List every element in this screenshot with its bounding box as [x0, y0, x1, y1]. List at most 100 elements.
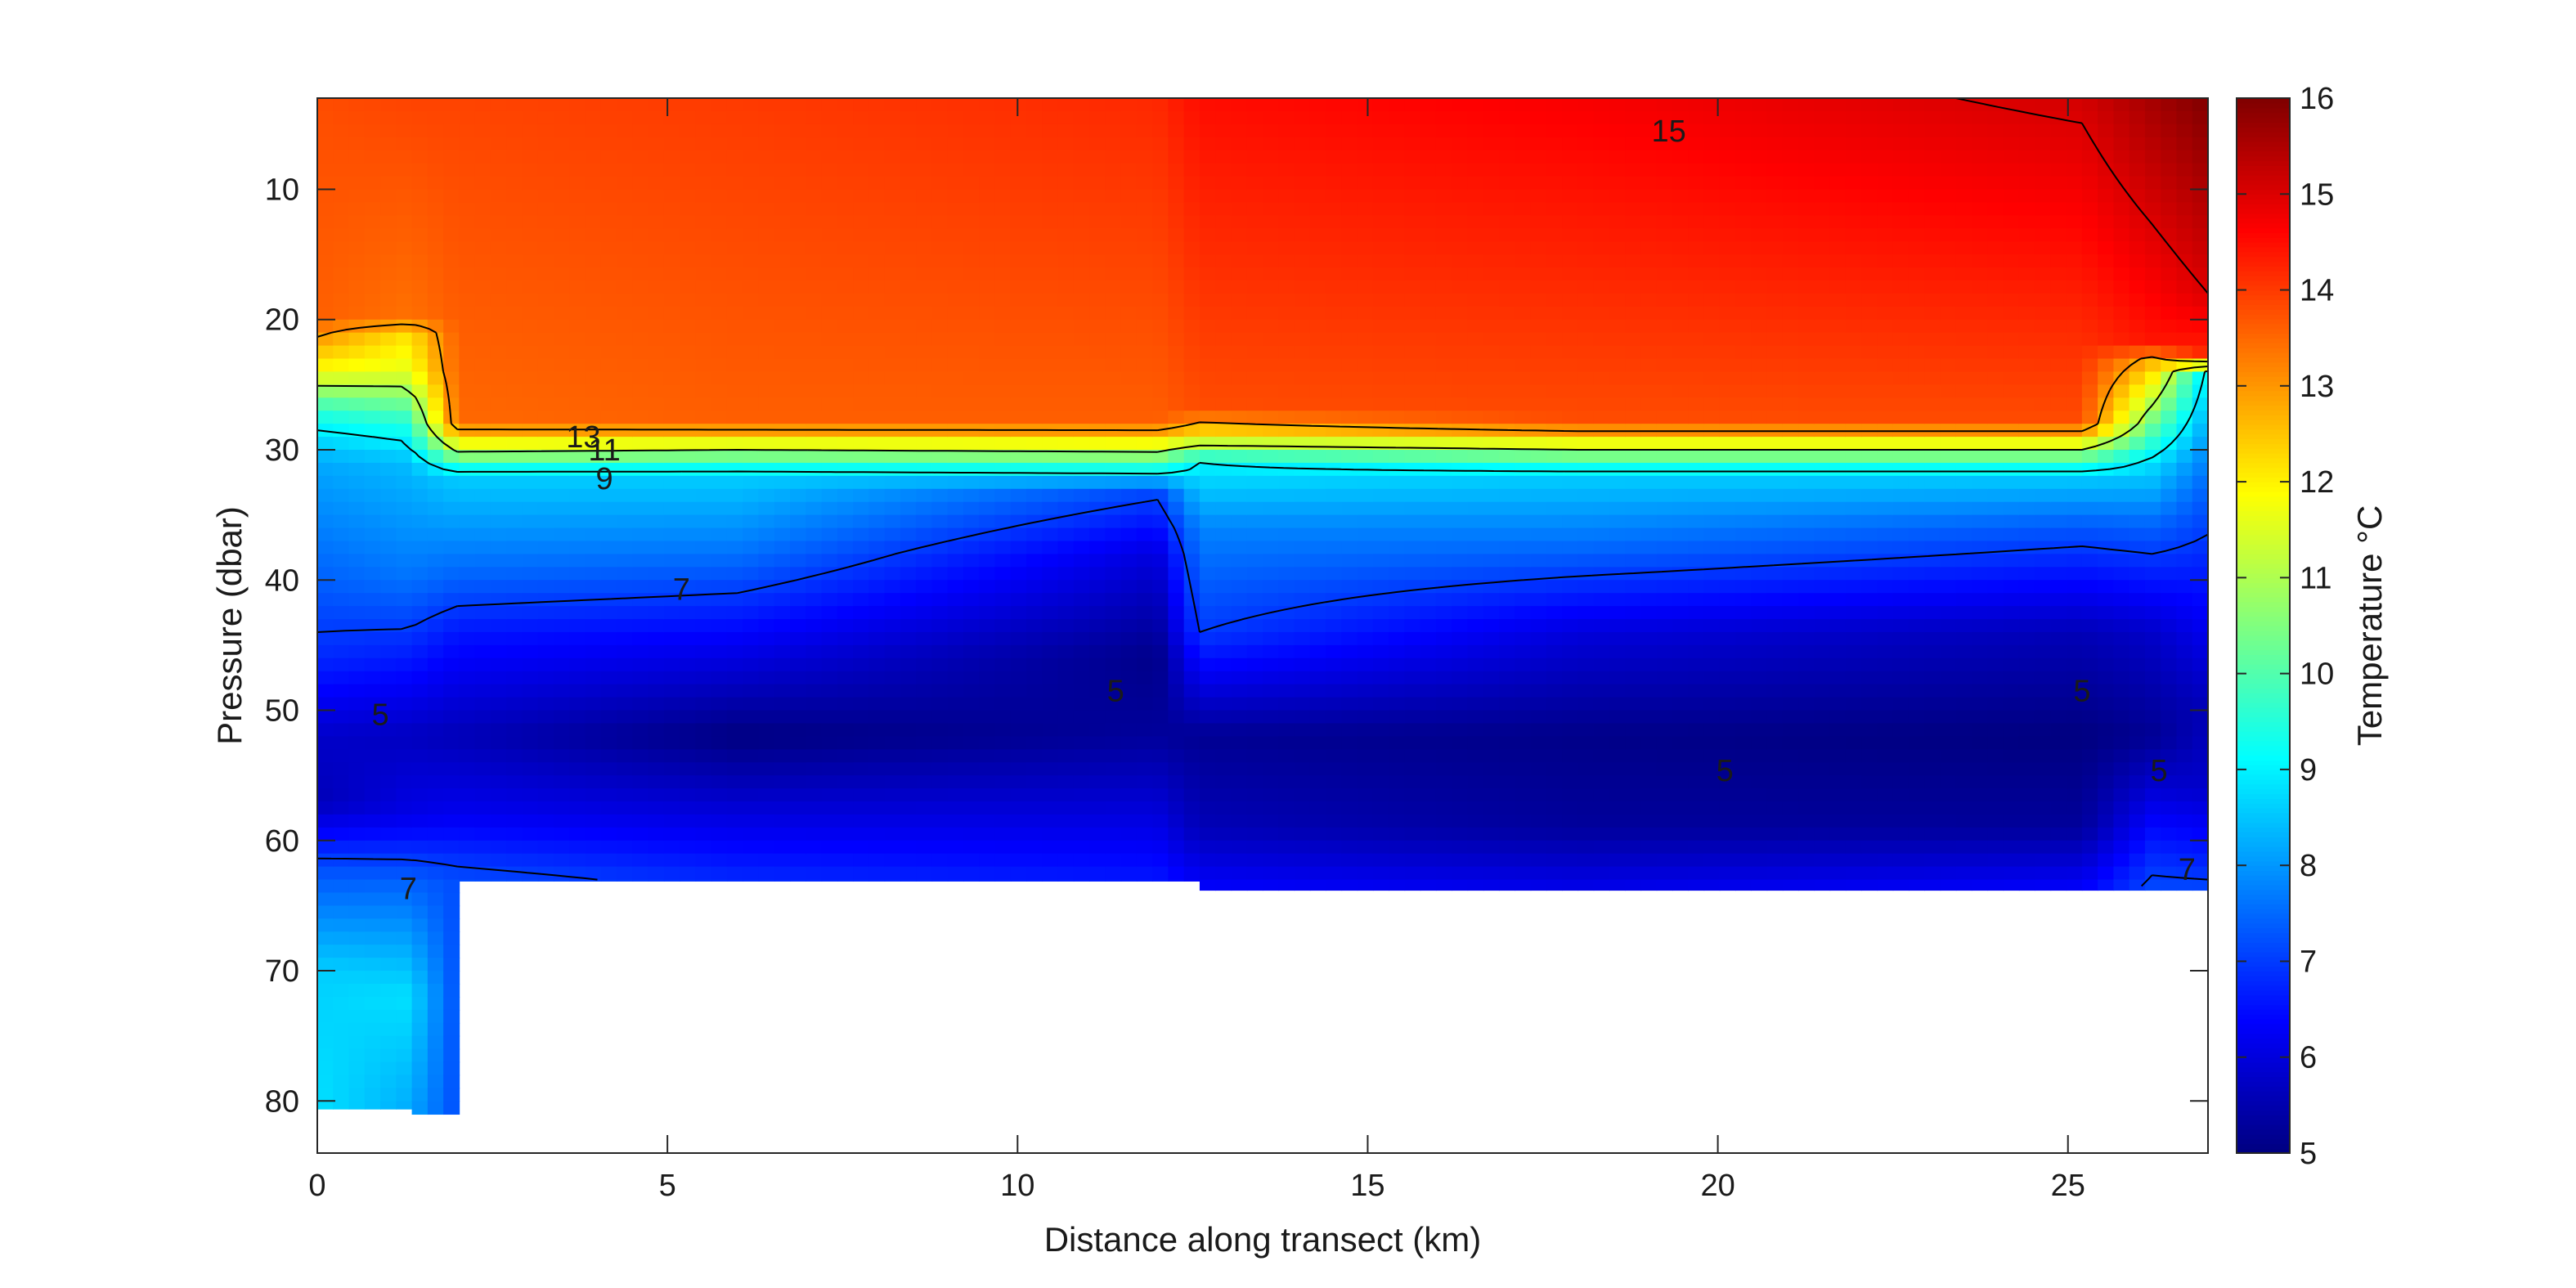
heatmap-cell: [979, 137, 996, 151]
heatmap-cell: [1530, 853, 1547, 868]
heatmap-cell: [380, 697, 397, 711]
heatmap-cell: [364, 254, 381, 268]
heatmap-cell: [380, 345, 397, 360]
heatmap-cell: [837, 371, 854, 386]
heatmap-cell: [726, 554, 743, 568]
heatmap-cell: [617, 319, 634, 334]
heatmap-cell: [1089, 736, 1106, 751]
heatmap-cell: [364, 462, 381, 477]
heatmap-cell: [680, 697, 697, 711]
heatmap-cell: [1309, 123, 1326, 138]
heatmap-cell: [1089, 123, 1106, 138]
heatmap-cell: [459, 879, 476, 882]
heatmap-cell: [648, 267, 665, 281]
heatmap-cell: [1389, 254, 1406, 268]
heatmap-cell: [1546, 150, 1563, 164]
heatmap-cell: [774, 814, 791, 828]
heatmap-cell: [585, 827, 602, 841]
heatmap-cell: [1263, 293, 1280, 307]
heatmap-cell: [411, 189, 429, 204]
heatmap-cell: [348, 397, 366, 412]
heatmap-cell: [1309, 189, 1326, 204]
heatmap-cell: [333, 163, 350, 177]
heatmap-cell: [1483, 450, 1500, 464]
heatmap-cell: [963, 710, 980, 725]
heatmap-cell: [1010, 631, 1027, 646]
heatmap-cell: [774, 801, 791, 815]
heatmap-cell: [1389, 580, 1406, 594]
heatmap-cell: [1357, 345, 1374, 360]
heatmap-cell: [711, 567, 728, 581]
heatmap-cell: [695, 163, 712, 177]
heatmap-cell: [916, 150, 933, 164]
heatmap-cell: [963, 606, 980, 620]
heatmap-cell: [490, 228, 507, 242]
heatmap-cell: [490, 801, 507, 815]
heatmap-cell: [743, 215, 760, 230]
heatmap-cell: [695, 345, 712, 360]
heatmap-cell: [1152, 437, 1169, 451]
heatmap-cell: [1215, 567, 1232, 581]
heatmap-cell: [364, 736, 381, 751]
heatmap-cell: [1326, 215, 1343, 230]
heatmap-cell: [806, 411, 823, 424]
heatmap-cell: [806, 762, 823, 776]
heatmap-cell: [1136, 462, 1153, 477]
heatmap-cell: [900, 319, 917, 334]
heatmap-cell: [1467, 879, 1484, 891]
heatmap-cell: [569, 541, 586, 555]
heatmap-cell: [333, 814, 350, 828]
heatmap-cell: [1278, 827, 1295, 841]
heatmap-cell: [743, 866, 760, 881]
heatmap-cell: [1546, 267, 1563, 281]
heatmap-cell: [947, 814, 964, 828]
heatmap-cell: [617, 527, 634, 542]
heatmap-cell: [1389, 176, 1406, 191]
heatmap-cell: [1294, 840, 1311, 855]
heatmap-cell: [333, 580, 350, 594]
heatmap-cell: [554, 319, 571, 334]
heatmap-cell: [617, 450, 634, 464]
heatmap-cell: [585, 644, 602, 659]
heatmap-cell: [821, 450, 838, 464]
heatmap-cell: [1404, 280, 1421, 294]
heatmap-cell: [1278, 580, 1295, 594]
heatmap-cell: [317, 971, 334, 985]
heatmap-cell: [317, 945, 334, 958]
heatmap-cell: [1435, 501, 1452, 516]
heatmap-cell: [1152, 541, 1169, 555]
heatmap-cell: [1089, 866, 1106, 881]
heatmap-cell: [900, 228, 917, 242]
heatmap-cell: [1199, 189, 1216, 204]
heatmap-cell: [1120, 723, 1138, 738]
heatmap-cell: [1073, 762, 1090, 776]
heatmap-cell: [317, 1088, 334, 1102]
heatmap-cell: [617, 475, 634, 490]
heatmap-cell: [569, 619, 586, 633]
heatmap-cell: [1168, 358, 1185, 373]
heatmap-cell: [1483, 306, 1500, 321]
heatmap-cell: [364, 749, 381, 764]
heatmap-cell: [1089, 788, 1106, 802]
heatmap-cell: [506, 840, 523, 855]
heatmap-cell: [1231, 202, 1248, 217]
heatmap-cell: [396, 945, 413, 958]
heatmap-cell: [1042, 150, 1059, 164]
heatmap-cell: [333, 462, 350, 477]
heatmap-cell: [474, 514, 491, 529]
heatmap-cell: [569, 358, 586, 373]
heatmap-cell: [1357, 411, 1374, 424]
heatmap-cell: [979, 736, 996, 751]
heatmap-cell: [1546, 671, 1563, 685]
heatmap-cell: [1515, 840, 1532, 855]
heatmap-cell: [474, 762, 491, 776]
heatmap-cell: [900, 371, 917, 386]
heatmap-cell: [380, 1022, 397, 1037]
heatmap-cell: [1026, 749, 1043, 764]
heatmap-cell: [1246, 514, 1263, 529]
heatmap-cell: [1231, 319, 1248, 334]
heatmap-cell: [1546, 319, 1563, 334]
heatmap-cell: [1294, 501, 1311, 516]
heatmap-cell: [1309, 254, 1326, 268]
heatmap-cell: [1294, 450, 1311, 464]
